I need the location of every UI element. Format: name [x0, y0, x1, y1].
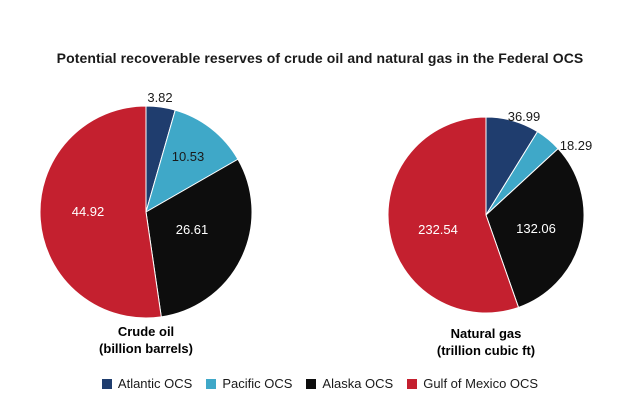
natural-gas-label-alaska: 132.06	[516, 221, 556, 236]
crude-oil-pie: 3.82 10.53 26.61 44.92	[39, 90, 253, 319]
legend-label-atlantic: Atlantic OCS	[117, 376, 193, 391]
crude-oil-caption-line2: (billion barrels)	[99, 341, 193, 356]
natural-gas-label-atlantic: 36.99	[508, 109, 541, 124]
crude-oil-label-atlantic: 3.82	[147, 90, 172, 105]
crude-oil-label-gulf: 44.92	[72, 204, 105, 219]
natural-gas-slice-gulf	[387, 116, 520, 314]
crude-oil-slice-gulf	[39, 105, 162, 319]
legend: Atlantic OCS Pacific OCS Alaska OCS Gulf…	[0, 376, 640, 391]
legend-swatch-alaska	[306, 378, 317, 389]
crude-oil-label-pacific: 10.53	[172, 149, 205, 164]
legend-item-pacific: Pacific OCS	[206, 376, 292, 391]
natural-gas-label-pacific: 18.29	[560, 138, 593, 153]
legend-swatch-gulf	[407, 378, 418, 389]
legend-item-atlantic: Atlantic OCS	[101, 376, 193, 391]
natural-gas-label-gulf: 232.54	[418, 222, 458, 237]
crude-oil-slice-alaska	[145, 158, 253, 318]
legend-label-gulf: Gulf of Mexico OCS	[423, 376, 539, 391]
legend-item-alaska: Alaska OCS	[306, 376, 393, 391]
legend-label-pacific: Pacific OCS	[222, 376, 293, 391]
chart-title: Potential recoverable reserves of crude …	[56, 50, 584, 66]
legend-item-gulf: Gulf of Mexico OCS	[407, 376, 538, 391]
crude-oil-caption-line1: Crude oil	[118, 324, 174, 339]
legend-swatch-atlantic	[101, 378, 112, 389]
crude-oil-slice-pacific	[145, 109, 239, 214]
natural-gas-slice-alaska	[485, 147, 585, 309]
natural-gas-caption-line2: (trillion cubic ft)	[437, 343, 535, 358]
legend-swatch-pacific	[206, 378, 217, 389]
natural-gas-caption-line1: Natural gas	[451, 326, 522, 341]
natural-gas-pie: 36.99 18.29 132.06 232.54	[387, 109, 593, 314]
crude-oil-label-alaska: 26.61	[176, 222, 209, 237]
legend-label-alaska: Alaska OCS	[322, 376, 394, 391]
